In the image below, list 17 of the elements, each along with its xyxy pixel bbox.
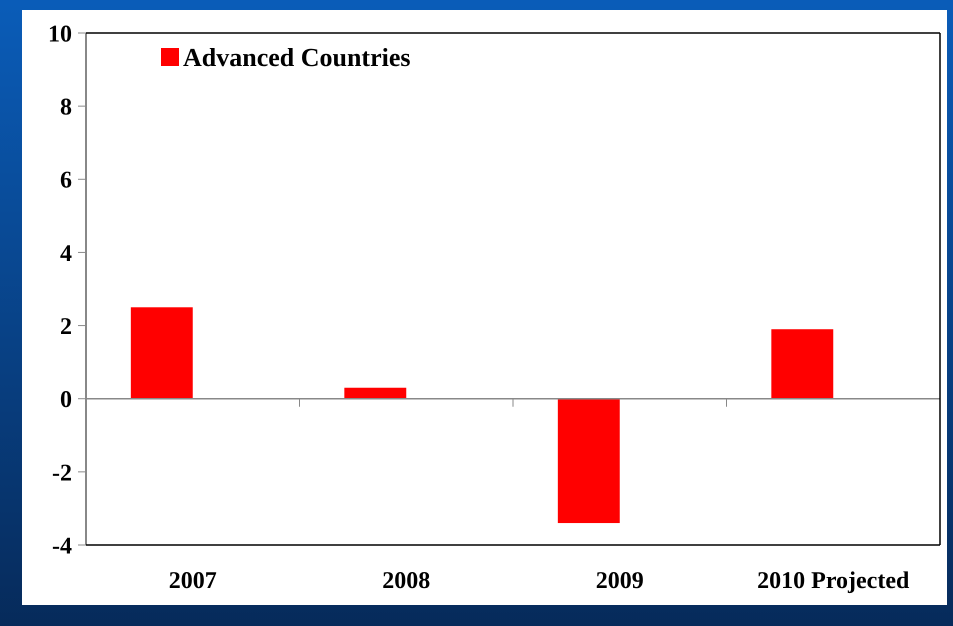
y-tick-label: 10 bbox=[48, 21, 72, 48]
x-tick-label: 2010 Projected bbox=[757, 568, 910, 594]
bar bbox=[130, 307, 193, 399]
y-tick-label: 2 bbox=[60, 314, 72, 340]
bar bbox=[771, 329, 834, 399]
y-tick-label: 0 bbox=[60, 387, 72, 414]
y-tick-label: 8 bbox=[60, 94, 72, 121]
y-tick-label: -4 bbox=[52, 533, 72, 560]
y-tick-label: 4 bbox=[60, 240, 72, 267]
legend-label: Advanced Countries bbox=[183, 43, 411, 72]
y-tick-label: 6 bbox=[60, 168, 72, 194]
bar bbox=[344, 388, 406, 399]
y-tick-label: -2 bbox=[52, 460, 72, 486]
bar bbox=[558, 398, 620, 524]
x-tick-label: 2009 bbox=[596, 568, 644, 594]
x-tick-label: 2008 bbox=[382, 568, 430, 594]
x-tick-label: 2007 bbox=[168, 568, 217, 594]
